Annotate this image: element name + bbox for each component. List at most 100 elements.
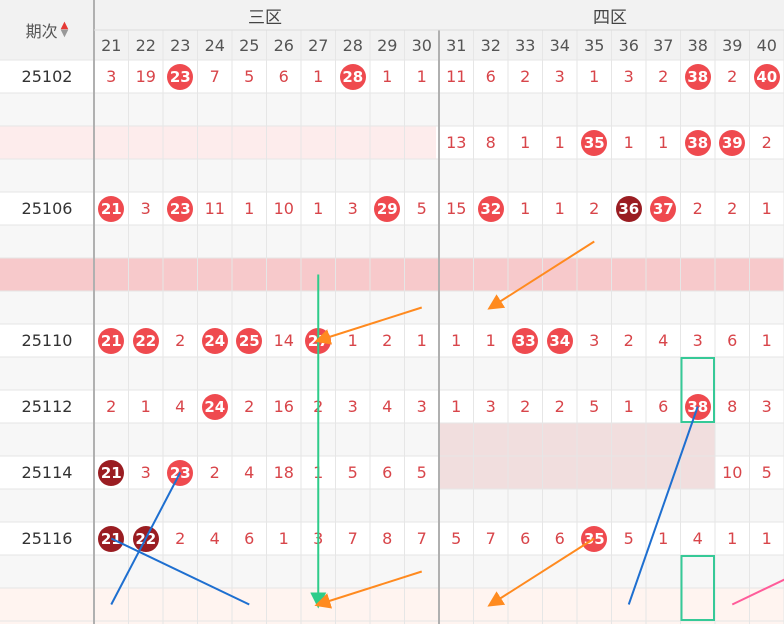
drawn-number-ball: 22 [132,360,159,387]
column-header: 35 [577,30,612,60]
drawn-number-ball: 24 [201,327,228,354]
omission-cell: 1 [140,397,151,416]
omission-cell: 2 [313,496,324,515]
selectable-number[interactable]: 29 [377,595,398,614]
selectable-number[interactable]: 31 [446,595,467,614]
selectable-number[interactable]: 28 [342,595,363,614]
omission-cell: 5 [347,463,358,482]
omission-cell: 2 [347,166,358,185]
drawn-number-ball: 35 [581,492,608,519]
drawn-number-ball: 22 [132,525,159,552]
select-number-button[interactable]: 选号 [0,586,94,620]
drawn-number-ball: 22 [132,228,159,255]
omission-cell: 2 [727,562,738,581]
omission-cell: 2 [175,133,186,152]
omission-cell: 1 [658,133,669,152]
drawn-number-ball: 37 [650,96,677,123]
omission-cell: 1 [727,529,738,548]
omission-cell: 3 [727,232,738,251]
omission-cell: 1 [520,133,531,152]
selectable-number[interactable]: 37 [653,595,674,614]
selectable-number[interactable]: 34 [549,595,570,614]
drawn-number-ball: 28 [339,96,366,123]
column-header: 24 [197,30,232,60]
omission-cell: 2 [244,232,255,251]
sort-icon[interactable]: ▲ ▼ [60,20,69,39]
omission-cell: 1 [451,265,462,284]
drawn-number-ball: 32 [477,162,504,189]
omission-cell: 1 [692,265,703,284]
zone3-label: 三区 [248,7,282,28]
omission-cell: 2 [727,199,738,218]
selectable-number[interactable]: 22 [135,595,156,614]
drawn-number-ball: 32 [477,294,504,321]
drawn-number-ball: 29 [374,96,401,123]
selected-number-ball[interactable]: 38 [684,591,711,618]
omission-cell: 11 [446,67,467,86]
omission-cell: 3 [313,133,324,152]
omission-cell: 2 [416,364,427,383]
omission-cell: 3 [589,331,600,350]
drawn-number-ball: 36 [615,228,642,255]
selectable-number[interactable]: 35 [584,595,605,614]
omission-cell: 4 [692,529,703,548]
omission-cell: 9 [727,430,738,449]
omission-cell: 1 [313,298,324,317]
omission-cell: 3 [554,67,565,86]
selected-number-ball[interactable]: 21 [98,591,125,618]
drawn-number-ball: 36 [615,195,642,222]
omission-cell: 10 [722,463,743,482]
column-header: 21 [94,30,129,60]
omission-cell: 3 [520,430,531,449]
period-header[interactable]: 期次 ▲ ▼ [0,0,94,60]
omission-cell: 11 [204,199,225,218]
drawn-number-ball: 30 [408,558,435,585]
omission-cell: 6 [623,562,634,581]
omission-cell: 6 [727,331,738,350]
period-cell: 25107 [21,232,73,251]
drawn-number-ball: 28 [339,63,366,90]
omission-cell: 1 [692,100,703,119]
drawn-number-ball: 21 [98,459,125,486]
drawn-number-ball: 38 [684,360,711,387]
omission-cell: 6 [485,67,496,86]
omission-cell: 2 [106,265,117,284]
selected-number-ball[interactable]: 27 [305,591,332,618]
selected-number-ball[interactable]: 25 [236,591,263,618]
omission-cell: 7 [485,529,496,548]
selectable-number[interactable]: 26 [273,595,294,614]
omission-cell: 6 [416,232,427,251]
selectable-number[interactable]: 23 [170,595,191,614]
selected-number-ball[interactable]: 36 [615,591,642,618]
drawn-number-ball: 34 [546,96,573,123]
selectable-number[interactable]: 30 [411,595,432,614]
drawn-number-ball: 36 [615,360,642,387]
omission-cell: 14 [204,298,225,317]
selectable-number[interactable]: 40 [756,595,777,614]
period-cell: 25109 [21,298,73,317]
omission-cell: 3 [106,430,117,449]
drawn-number-ball: 39 [719,492,746,519]
drawn-number-ball: 39 [719,129,746,156]
selected-number-ball[interactable]: 39 [719,591,746,618]
omission-cell: 3 [140,199,151,218]
selectable-number[interactable]: 33 [515,595,536,614]
omission-cell: 1 [623,298,634,317]
drawn-number-ball: 37 [650,195,677,222]
column-header: 30 [404,30,439,60]
omission-cell: 1 [347,331,358,350]
omission-cell: 1 [382,298,393,317]
omission-cell: 1 [106,562,117,581]
omission-cell: 1 [554,364,565,383]
selected-number-ball[interactable]: 32 [477,591,504,618]
period-cell: 25111 [21,364,73,383]
omission-cell: 6 [382,463,393,482]
omission-cell: 5 [416,463,427,482]
omission-cell: 5 [485,463,496,482]
omission-cell: 1 [692,166,703,185]
omission-cell: 6 [589,430,600,449]
selectable-number[interactable]: 24 [204,595,225,614]
drawn-number-ball: 23 [167,63,194,90]
column-header: 25 [232,30,267,60]
